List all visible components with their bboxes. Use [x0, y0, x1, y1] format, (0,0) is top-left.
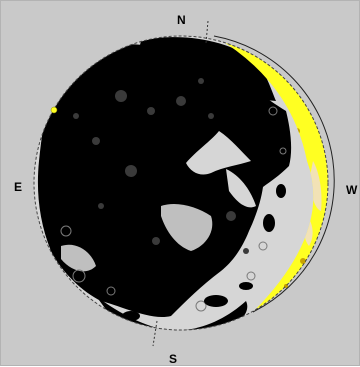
compass-west-label: W	[346, 183, 358, 197]
day-side-crescent	[214, 36, 328, 312]
compass-north-label: N	[177, 13, 186, 27]
compass-east-label: E	[14, 180, 23, 194]
limb-marker	[50, 106, 58, 114]
day-side-limb-outline	[213, 35, 335, 313]
moon-limb-outline	[33, 35, 329, 331]
compass-south-label: S	[169, 352, 178, 366]
south-axis-tick	[152, 320, 158, 347]
